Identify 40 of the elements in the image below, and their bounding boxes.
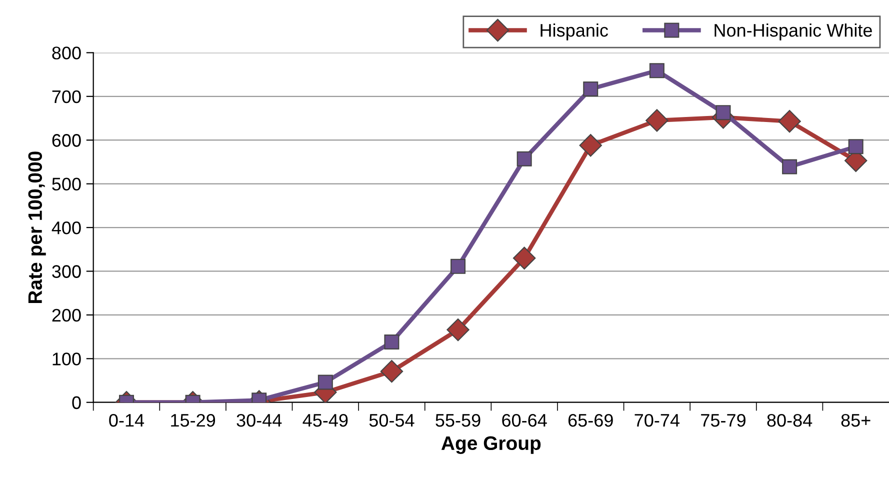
x-tick-label: 15-29 <box>171 414 216 427</box>
legend-label: Non-Hispanic White <box>714 23 872 40</box>
point <box>384 334 400 350</box>
point <box>516 151 532 166</box>
point <box>716 105 731 120</box>
point <box>649 63 664 78</box>
x-tick-label: 60-64 <box>502 414 547 427</box>
y-tick-label: 600 <box>52 134 81 147</box>
point <box>318 374 333 390</box>
x-tick-label: 0-14 <box>109 414 144 427</box>
x-axis-title: Age Group <box>441 436 541 454</box>
x-tick-label: 80-84 <box>767 414 812 427</box>
point <box>512 246 536 270</box>
point <box>782 159 798 174</box>
y-tick-label: 200 <box>52 308 81 322</box>
x-tick-label: 65-69 <box>568 414 613 427</box>
point <box>778 110 801 133</box>
point <box>848 139 864 154</box>
y-tick-label: 500 <box>52 178 81 191</box>
y-tick-label: 700 <box>52 90 81 104</box>
point <box>446 318 470 342</box>
y-tick-label: 400 <box>52 221 81 234</box>
x-tick-label: 70-74 <box>634 414 680 427</box>
y-tick-label: 100 <box>52 352 81 366</box>
x-tick-label: 30-44 <box>236 414 282 427</box>
x-tick-label: 45-49 <box>302 414 348 427</box>
x-tick-label: 55-59 <box>436 414 480 427</box>
y-tick-label: 300 <box>52 265 81 278</box>
legend-label: Hispanic <box>540 23 608 40</box>
point <box>380 360 404 383</box>
x-tick-label: 85+ <box>841 414 870 427</box>
x-tick-label: 75-79 <box>701 414 746 427</box>
y-tick-label: 0 <box>72 396 81 410</box>
point <box>583 81 598 96</box>
x-tick-label: 50-54 <box>369 414 414 427</box>
y-tick-label: 800 <box>52 46 81 60</box>
point <box>579 134 602 157</box>
point <box>450 258 466 274</box>
point <box>646 109 668 132</box>
y-axis-title: Rate per 100,000 <box>28 152 46 303</box>
